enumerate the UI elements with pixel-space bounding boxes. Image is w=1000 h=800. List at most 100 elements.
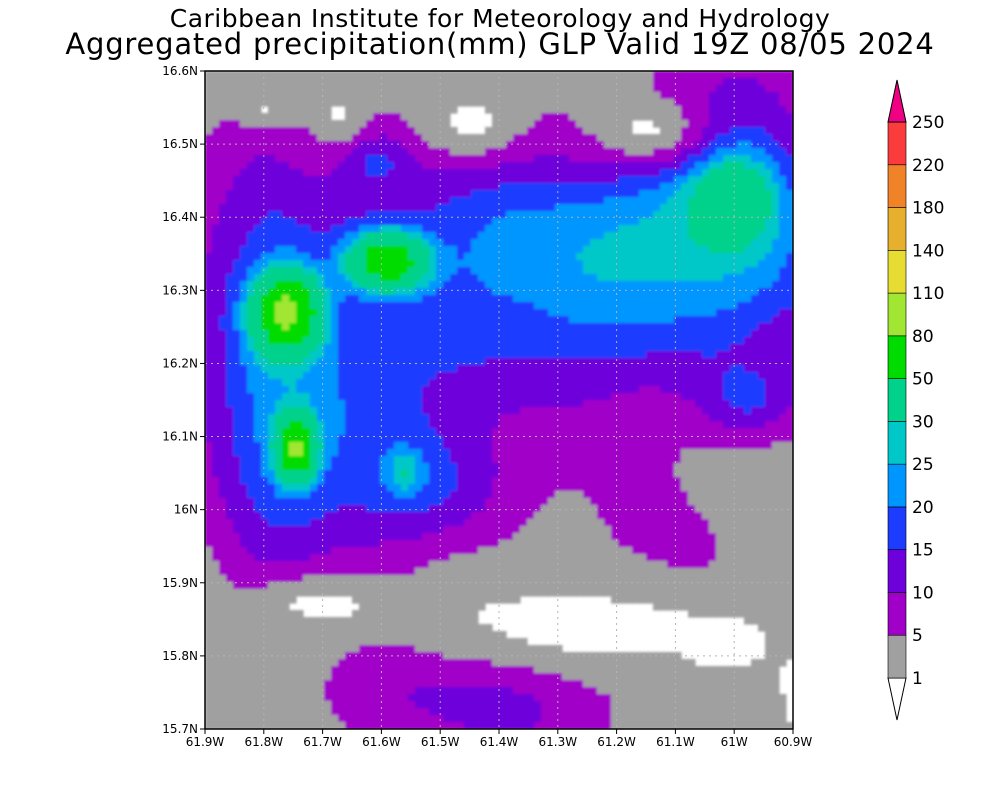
precip-cell bbox=[688, 393, 696, 401]
precip-cell bbox=[324, 400, 332, 408]
precip-cell bbox=[779, 463, 787, 471]
precip-cell bbox=[604, 456, 612, 464]
precip-cell bbox=[646, 470, 654, 478]
precip-cell bbox=[492, 246, 500, 254]
precip-cell bbox=[695, 337, 703, 345]
precip-cell bbox=[296, 323, 304, 331]
precip-cell bbox=[779, 197, 787, 205]
precip-cell bbox=[471, 295, 479, 303]
precip-cell bbox=[611, 211, 619, 219]
precip-cell bbox=[772, 92, 780, 100]
precip-cell bbox=[359, 232, 367, 240]
precip-cell bbox=[737, 463, 745, 471]
precip-cell bbox=[702, 281, 710, 289]
precip-cell bbox=[471, 246, 479, 254]
precip-cell bbox=[457, 323, 465, 331]
precip-cell bbox=[366, 281, 374, 289]
precip-cell bbox=[422, 120, 430, 128]
precip-cell bbox=[618, 106, 626, 114]
precip-cell bbox=[359, 442, 367, 450]
precip-cell bbox=[471, 78, 479, 86]
precip-cell bbox=[618, 260, 626, 268]
precip-cell bbox=[534, 211, 542, 219]
precip-cell bbox=[562, 442, 570, 450]
precip-cell bbox=[723, 183, 731, 191]
precip-cell bbox=[513, 281, 521, 289]
precip-cell bbox=[352, 428, 360, 436]
precip-cell bbox=[716, 141, 724, 149]
precip-cell bbox=[618, 204, 626, 212]
precip-cell bbox=[471, 85, 479, 93]
precip-cell bbox=[611, 274, 619, 282]
precip-cell bbox=[415, 400, 423, 408]
precip-cell bbox=[660, 477, 668, 485]
precip-cell bbox=[422, 162, 430, 170]
precip-cell bbox=[779, 309, 787, 317]
precip-cell bbox=[667, 225, 675, 233]
precip-cell bbox=[366, 337, 374, 345]
precip-cell bbox=[695, 456, 703, 464]
precip-cell bbox=[730, 78, 738, 86]
precip-cell bbox=[352, 379, 360, 387]
precip-cell bbox=[702, 428, 710, 436]
precip-cell bbox=[506, 414, 514, 422]
precip-cell bbox=[415, 127, 423, 135]
precip-cell bbox=[408, 85, 416, 93]
precip-cell bbox=[415, 260, 423, 268]
precip-cell bbox=[758, 148, 766, 156]
precip-cell bbox=[317, 435, 325, 443]
precip-cell bbox=[226, 428, 234, 436]
precip-cell bbox=[387, 274, 395, 282]
precip-cell bbox=[205, 162, 213, 170]
precip-cell bbox=[352, 477, 360, 485]
precip-cell bbox=[394, 267, 402, 275]
precip-cell bbox=[464, 372, 472, 380]
precip-cell bbox=[618, 365, 626, 373]
precip-cell bbox=[331, 78, 339, 86]
precip-cell bbox=[219, 71, 227, 79]
precip-cell bbox=[457, 330, 465, 338]
precip-cell bbox=[380, 225, 388, 233]
precip-cell bbox=[786, 134, 793, 142]
precip-cell bbox=[394, 295, 402, 303]
precip-cell bbox=[548, 120, 556, 128]
precip-cell bbox=[639, 225, 647, 233]
precip-cell bbox=[352, 239, 360, 247]
precip-cell bbox=[751, 197, 759, 205]
precip-cell bbox=[751, 449, 759, 457]
precip-cell bbox=[639, 428, 647, 436]
precip-cell bbox=[464, 484, 472, 492]
precip-cell bbox=[758, 106, 766, 114]
precip-cell bbox=[303, 351, 311, 359]
precip-cell bbox=[674, 288, 682, 296]
precip-cell bbox=[618, 470, 626, 478]
precip-cell bbox=[212, 148, 220, 156]
precip-cell bbox=[478, 71, 486, 79]
precip-cell bbox=[681, 344, 689, 352]
precip-cell bbox=[240, 323, 248, 331]
precip-cell bbox=[751, 106, 759, 114]
precip-cell bbox=[660, 323, 668, 331]
precip-cell bbox=[233, 246, 241, 254]
precip-cell bbox=[618, 281, 626, 289]
precip-cell bbox=[429, 267, 437, 275]
precip-cell bbox=[401, 379, 409, 387]
precip-cell bbox=[737, 288, 745, 296]
precip-cell bbox=[737, 295, 745, 303]
precip-cell bbox=[772, 141, 780, 149]
precip-cell bbox=[212, 183, 220, 191]
precip-cell bbox=[709, 232, 717, 240]
precip-cell bbox=[730, 456, 738, 464]
precip-cell bbox=[674, 218, 682, 226]
precip-cell bbox=[688, 337, 696, 345]
precip-cell bbox=[548, 295, 556, 303]
precip-cell bbox=[632, 253, 640, 261]
precip-cell bbox=[436, 246, 444, 254]
precip-cell bbox=[555, 218, 563, 226]
precip-cell bbox=[716, 232, 724, 240]
precip-cell bbox=[450, 232, 458, 240]
precip-cell bbox=[779, 386, 787, 394]
precip-cell bbox=[632, 344, 640, 352]
precip-cell bbox=[492, 330, 500, 338]
precip-cell bbox=[387, 281, 395, 289]
